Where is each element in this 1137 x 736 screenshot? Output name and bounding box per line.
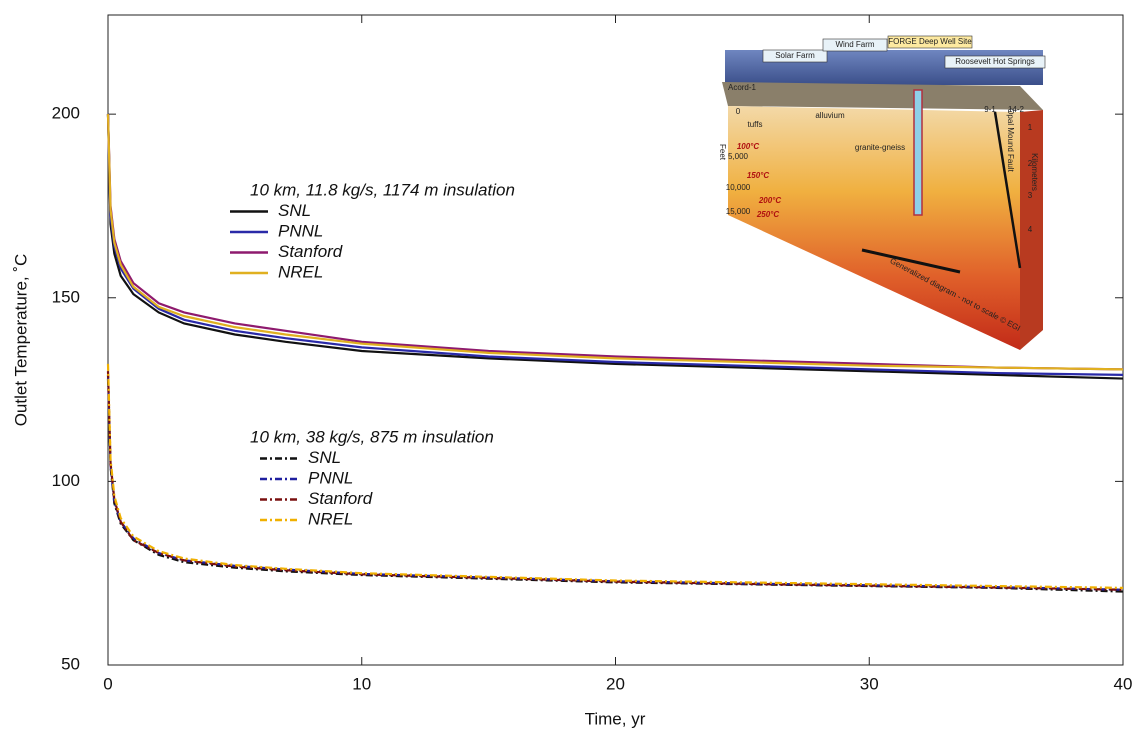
legend-label: Stanford xyxy=(308,489,373,508)
inset-label: 15,000 xyxy=(726,207,751,216)
legend-label: SNL xyxy=(308,448,341,467)
legend-label: NREL xyxy=(278,262,323,281)
inset-label: granite-gneiss xyxy=(855,143,905,152)
series-line xyxy=(106,363,1124,589)
series-line xyxy=(106,374,1124,591)
inset-well xyxy=(913,89,923,216)
x-tick-label: 0 xyxy=(103,674,112,693)
inset-label: Solar Farm xyxy=(775,51,815,60)
inset-label-box xyxy=(822,38,888,52)
inset-label-box xyxy=(887,35,973,49)
legend-label: PNNL xyxy=(308,468,353,487)
inset-scale-bar xyxy=(861,248,961,274)
inset-label: Wind Farm xyxy=(835,40,874,49)
inset-label: 0 xyxy=(736,107,741,116)
inset-label: 4 xyxy=(1028,225,1033,234)
inset-label: Acord-1 xyxy=(728,83,757,92)
inset-label: Opal Mound Fault xyxy=(1006,108,1015,172)
y-tick-label: 50 xyxy=(61,654,80,673)
x-tick-label: 30 xyxy=(860,674,879,693)
y-tick-label: 100 xyxy=(52,471,80,490)
legend-label: PNNL xyxy=(278,221,323,240)
y-tick-label: 200 xyxy=(52,104,80,123)
inset-label: Feet xyxy=(718,144,727,161)
series-line xyxy=(106,114,1124,371)
inset-label: 250°C xyxy=(756,210,780,219)
inset-side-face xyxy=(1020,110,1043,350)
inset-surface xyxy=(722,82,1043,110)
inset-label: 200°C xyxy=(758,196,782,205)
legend-label: SNL xyxy=(278,201,311,220)
inset-label: 2 xyxy=(1028,159,1033,168)
inset-label: 3 xyxy=(1028,191,1033,200)
inset-label: tuffs xyxy=(748,120,763,129)
legend-title: 10 km, 11.8 kg/s, 1174 m insulation xyxy=(250,180,515,199)
inset-label: 5,000 xyxy=(728,152,749,161)
inset-label-box xyxy=(944,55,1046,69)
series-line xyxy=(106,371,1124,591)
series-line xyxy=(106,378,1124,593)
x-tick-label: 40 xyxy=(1114,674,1133,693)
inset-label: 9-1 xyxy=(984,105,996,114)
inset-label: 14-2 xyxy=(1008,105,1025,114)
legend-label: Stanford xyxy=(278,242,343,261)
inset-label: 1 xyxy=(1028,123,1033,132)
y-axis-label: Outlet Temperature, ˚C xyxy=(11,254,30,427)
x-tick-label: 20 xyxy=(606,674,625,693)
inset-label: 10,000 xyxy=(726,183,751,192)
x-tick-label: 10 xyxy=(352,674,371,693)
inset-front-face xyxy=(728,106,1020,350)
y-tick-label: 150 xyxy=(52,287,80,306)
inset-label: Kilometers xyxy=(1030,153,1039,191)
series-line xyxy=(106,114,1124,380)
legend-label: NREL xyxy=(308,509,353,528)
inset-label: Roosevelt Hot Springs xyxy=(955,57,1035,66)
inset-label: FORGE Deep Well Site xyxy=(888,37,972,46)
inset-label: 100°C xyxy=(737,142,760,151)
inset-label: 150°C xyxy=(747,171,770,180)
inset-label: alluvium xyxy=(815,111,845,120)
x-axis-label: Time, yr xyxy=(585,709,646,728)
inset-fault xyxy=(993,111,1022,269)
inset-label-box xyxy=(762,49,828,63)
legend-title: 10 km, 38 kg/s, 875 m insulation xyxy=(250,427,494,446)
